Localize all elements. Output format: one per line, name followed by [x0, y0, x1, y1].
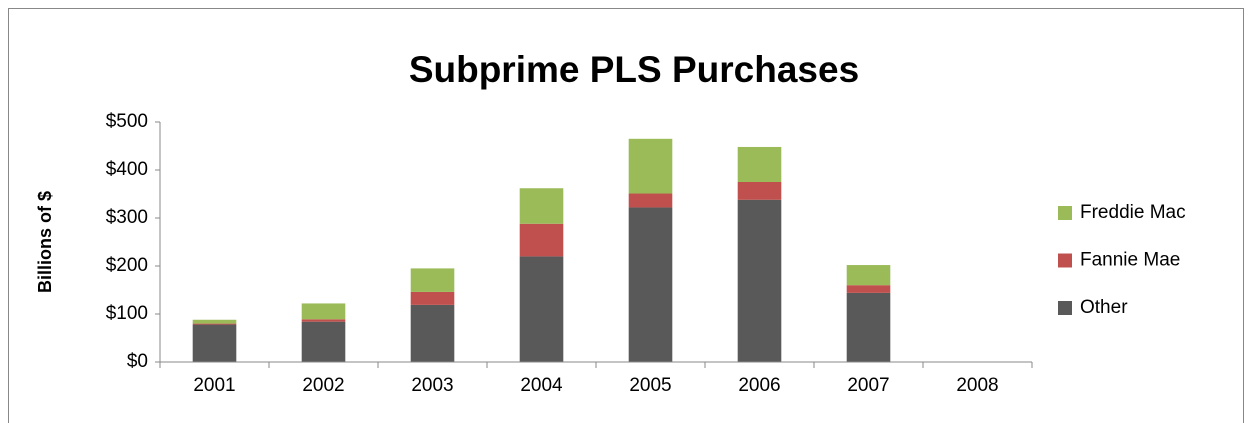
x-tick-label: 2003 — [411, 375, 453, 396]
bar-segment — [737, 182, 782, 200]
bar-segment — [410, 268, 455, 292]
x-tick-label: 2001 — [193, 375, 235, 396]
x-tick-label: 2005 — [629, 375, 671, 396]
y-tick-label: $300 — [106, 207, 148, 228]
legend-label: Freddie Mac — [1080, 202, 1186, 223]
x-tick-label: 2008 — [956, 375, 998, 396]
y-tick-label: $200 — [106, 255, 148, 276]
legend-swatch — [1058, 253, 1072, 268]
bar-segment — [410, 304, 455, 362]
bar-segment — [519, 256, 564, 362]
bar-segment — [301, 321, 346, 362]
bar-segment — [846, 265, 891, 286]
bar-segment — [628, 193, 673, 208]
bar-segment — [519, 223, 564, 257]
legend-label: Fannie Mae — [1080, 250, 1180, 271]
bar-segment — [192, 324, 237, 362]
y-tick-label: $100 — [106, 303, 148, 324]
x-tick-label: 2002 — [302, 375, 344, 396]
bar-segment — [519, 188, 564, 224]
bar-segment — [192, 319, 237, 324]
bar-segment — [301, 303, 346, 320]
bar-segment — [301, 319, 346, 322]
bar-segment — [192, 323, 237, 325]
bar-segment — [410, 291, 455, 305]
legend-label: Other — [1080, 297, 1128, 318]
bar-segment — [737, 146, 782, 182]
chart-title: Subprime PLS Purchases — [409, 49, 859, 90]
bar-segment — [628, 207, 673, 362]
y-tick-label: $400 — [106, 159, 148, 180]
bar-segment — [846, 292, 891, 362]
bar-segment — [628, 138, 673, 194]
bar-segment — [737, 199, 782, 362]
legend-swatch — [1058, 206, 1072, 220]
bar-segment — [846, 285, 891, 293]
legend-swatch — [1058, 301, 1072, 315]
y-axis-label: Billions of $ — [35, 191, 55, 293]
y-tick-label: $0 — [127, 351, 148, 372]
y-tick-label: $500 — [106, 111, 148, 132]
x-tick-label: 2007 — [847, 375, 889, 396]
x-tick-label: 2004 — [520, 375, 563, 396]
x-tick-label: 2006 — [738, 375, 780, 396]
